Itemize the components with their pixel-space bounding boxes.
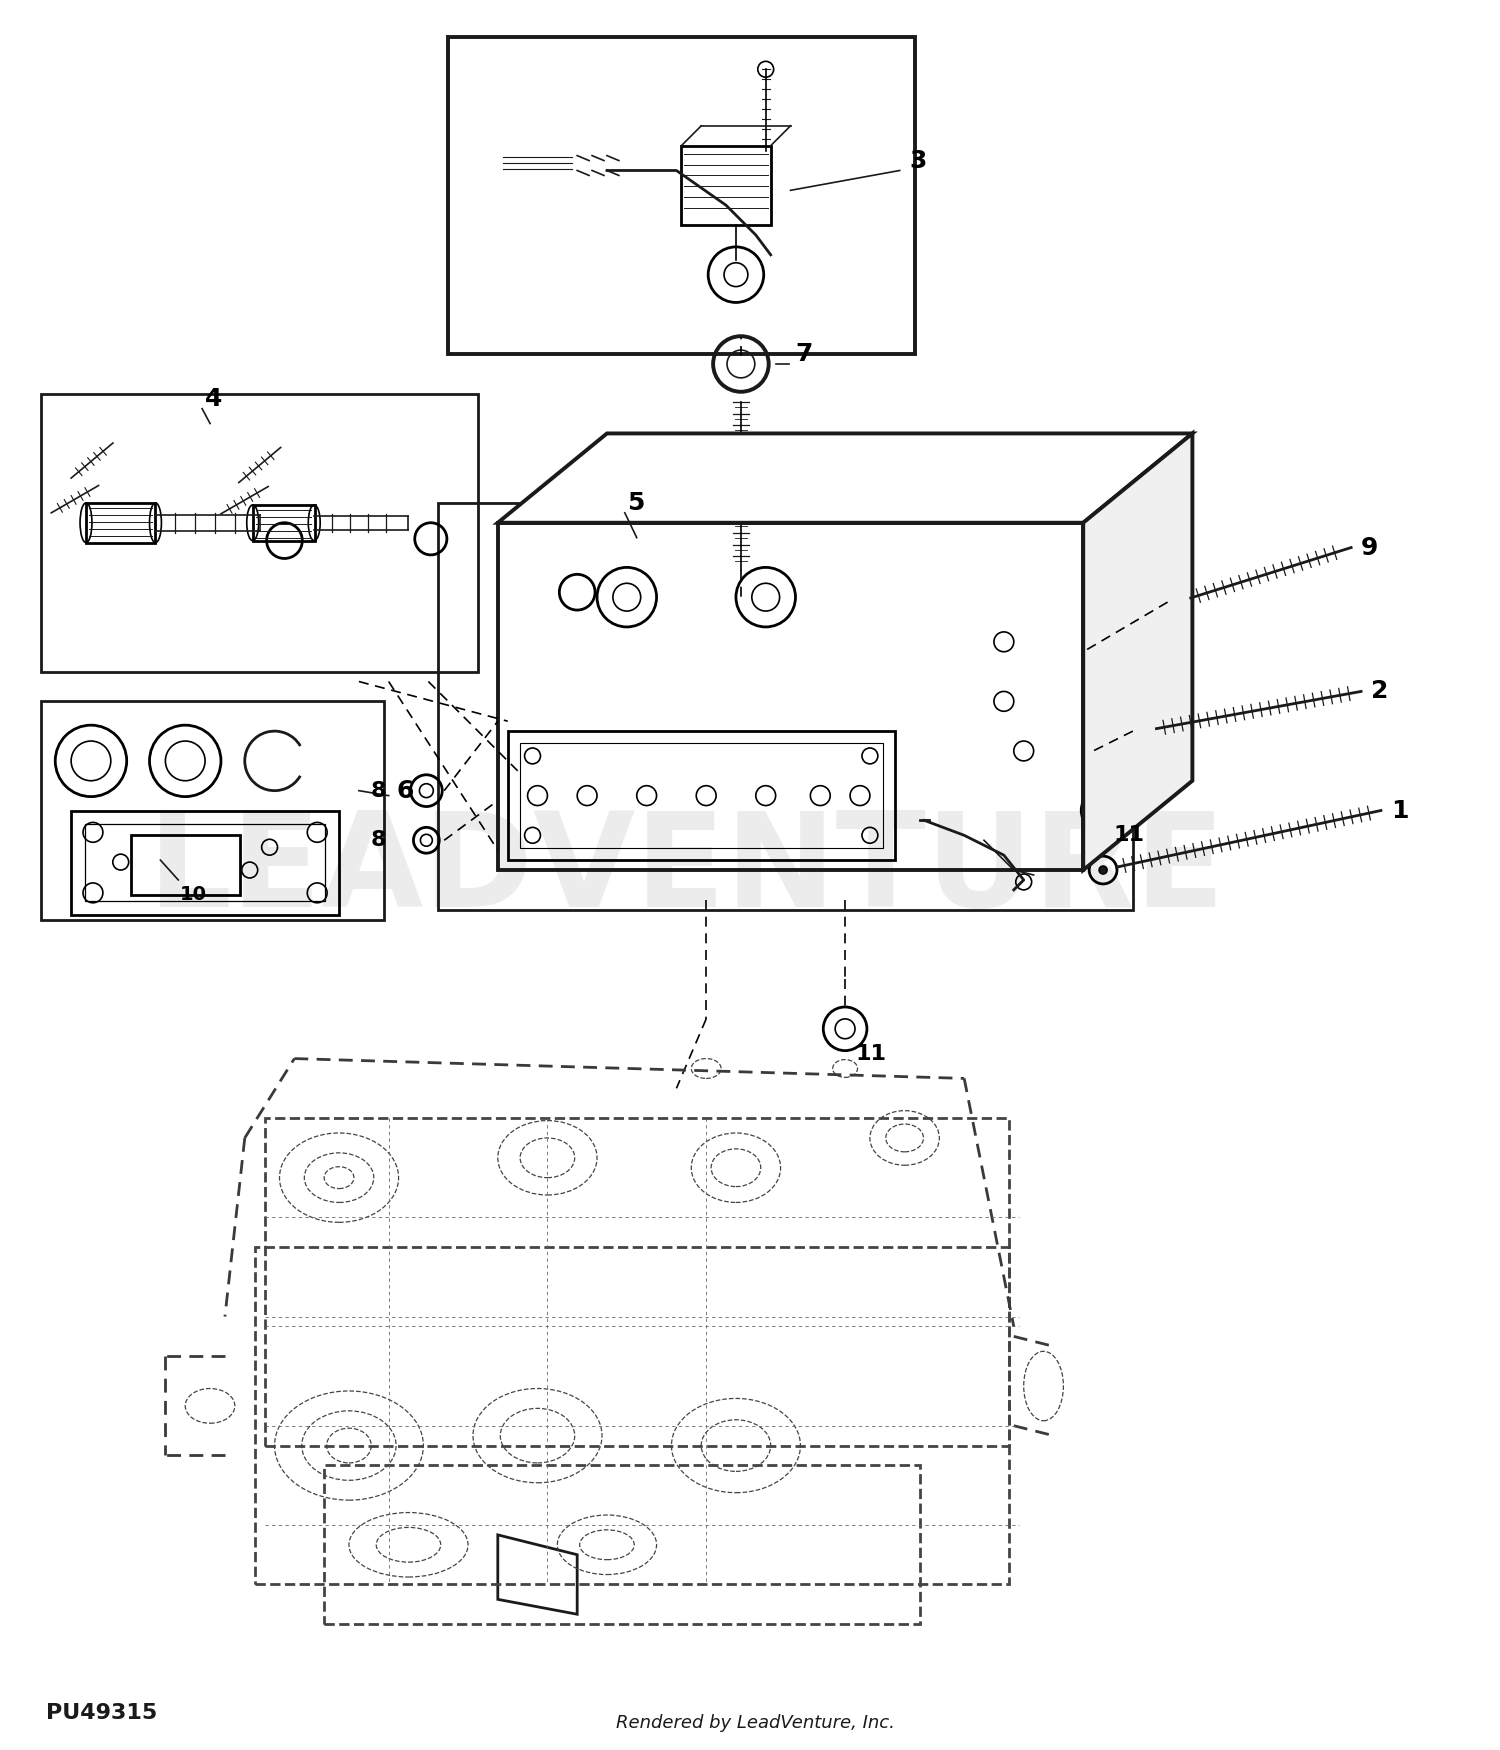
Text: 3: 3 [909,149,927,173]
Polygon shape [1083,434,1192,870]
Bar [324,1465,920,1624]
Bar [264,1118,1010,1446]
Text: 11: 11 [855,1043,886,1064]
Text: Rendered by LeadVenture, Inc.: Rendered by LeadVenture, Inc. [616,1715,896,1732]
Circle shape [1100,866,1107,873]
Circle shape [1138,728,1148,735]
Bar [86,824,326,901]
Text: 5: 5 [627,492,644,514]
Text: 8: 8 [370,830,387,850]
Bar [519,744,884,849]
Text: 9: 9 [1360,536,1378,560]
Bar [255,1248,1010,1584]
Bar [507,732,894,859]
Circle shape [1173,598,1182,605]
Text: 8: 8 [370,780,387,802]
Bar [498,523,1083,870]
Bar [42,394,478,672]
Bar [252,506,315,541]
Text: PU49315: PU49315 [46,1703,158,1724]
Bar [70,810,339,915]
Text: 11: 11 [1113,826,1144,845]
Text: 1: 1 [1390,798,1408,822]
Text: 10: 10 [180,886,207,905]
Bar [42,702,384,920]
Bar [438,502,1132,910]
Bar [130,835,240,894]
Text: 6: 6 [396,779,414,803]
Polygon shape [498,434,1192,523]
Bar [681,145,771,226]
Bar [86,502,156,542]
Bar [448,37,915,354]
Text: 2: 2 [1371,679,1389,704]
Text: LEADVENTURE: LEADVENTURE [147,807,1226,933]
Text: 4: 4 [206,387,222,411]
Text: 7: 7 [795,341,813,366]
